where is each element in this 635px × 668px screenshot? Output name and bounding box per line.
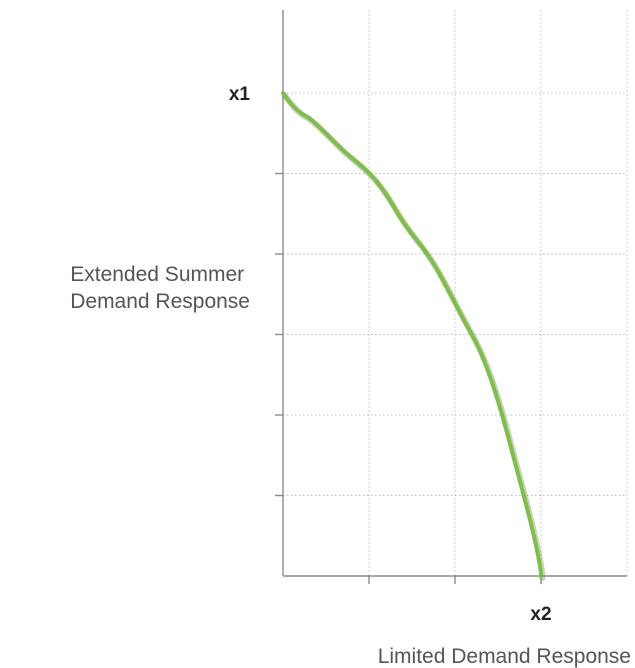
y-axis-label: Extended Summer Demand Response bbox=[70, 263, 250, 313]
y-tick-label: x1 bbox=[229, 84, 251, 105]
x-tick-label: x2 bbox=[530, 604, 551, 625]
series-line bbox=[281, 91, 543, 578]
series-line-shadow bbox=[281, 92, 546, 581]
axis-ticks bbox=[275, 172, 542, 584]
y-axis-label-line-2: Demand Response bbox=[70, 290, 250, 313]
y-axis-label-line-1: Extended Summer bbox=[70, 263, 244, 286]
grid-lines bbox=[283, 10, 628, 576]
x-axis-label: Limited Demand Response bbox=[378, 645, 631, 668]
series-layer bbox=[281, 91, 546, 581]
tick-labels: x1 x2 bbox=[229, 84, 552, 625]
